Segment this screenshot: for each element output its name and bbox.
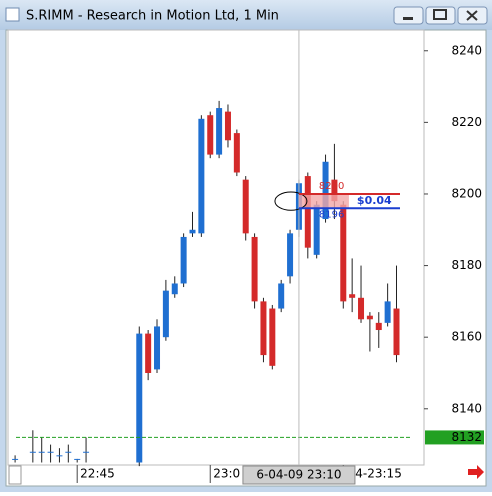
candle-body — [251, 236, 258, 302]
candle-body — [171, 283, 178, 295]
candle-body — [29, 451, 36, 453]
candle-body — [278, 283, 285, 309]
candle-body — [198, 118, 205, 234]
reference-label: 8132 — [451, 430, 482, 444]
x-tick-label: 23:0 — [213, 467, 240, 481]
candle-body — [12, 458, 19, 460]
order-zone — [298, 193, 349, 209]
candle-body — [375, 322, 382, 331]
x-tick-label: 4-23:15 — [355, 467, 402, 481]
candle-body — [38, 451, 45, 453]
y-tick-label: 8200 — [451, 186, 482, 200]
candle-body — [136, 333, 143, 463]
candle-body — [145, 333, 152, 373]
y-tick-label: 8240 — [451, 43, 482, 57]
candle-body — [358, 297, 365, 320]
candle-body — [331, 179, 338, 202]
candle-body — [162, 290, 169, 338]
candle-body — [322, 161, 329, 220]
candle-body — [242, 179, 249, 234]
candle-body — [313, 204, 320, 255]
candle-body — [233, 133, 240, 173]
y-tick-label: 8220 — [451, 115, 482, 129]
minimize-button[interactable] — [393, 6, 424, 25]
candle-body — [83, 451, 90, 453]
plot-area — [7, 29, 425, 466]
window-icon — [5, 7, 20, 22]
scroll-box[interactable] — [8, 465, 22, 485]
candle-body — [340, 204, 347, 302]
x-tick-label: 22:45 — [80, 467, 115, 481]
candle-body — [384, 301, 391, 323]
candle-body — [366, 315, 373, 320]
crosshair-label-box — [242, 465, 356, 485]
candle-body — [349, 294, 356, 298]
scroll-arrow[interactable] — [468, 465, 484, 479]
candle-body — [260, 301, 267, 356]
candle-body — [47, 451, 54, 453]
window-title: S.RIMM - Research in Motion Ltd, 1 Min — [26, 9, 279, 24]
y-tick-label: 8180 — [451, 258, 482, 272]
candle-body — [180, 236, 187, 284]
order-high-label: 8200 — [319, 181, 344, 192]
candle-body — [304, 176, 311, 248]
candle-body — [216, 108, 223, 155]
candle-body — [207, 115, 214, 155]
order-low-label: 8196 — [319, 209, 344, 220]
candle-body — [74, 458, 81, 460]
candle-body — [393, 308, 400, 356]
candle-body — [65, 451, 72, 453]
candle-body — [56, 455, 63, 457]
y-tick-label: 8160 — [451, 330, 482, 344]
candle-body — [154, 326, 161, 370]
y-tick-label: 8140 — [451, 401, 482, 415]
order-handle — [274, 191, 308, 211]
candle-body — [269, 308, 276, 366]
close-button[interactable] — [457, 6, 488, 25]
candle-body — [189, 229, 196, 234]
crosshair-label: 6-04-09 23:10 — [256, 468, 341, 482]
reference-label-box — [425, 430, 484, 445]
order-spread-label: $0.04 — [357, 194, 392, 207]
candle-body — [224, 111, 231, 141]
candle-body — [287, 233, 294, 277]
maximize-button[interactable] — [425, 6, 456, 25]
